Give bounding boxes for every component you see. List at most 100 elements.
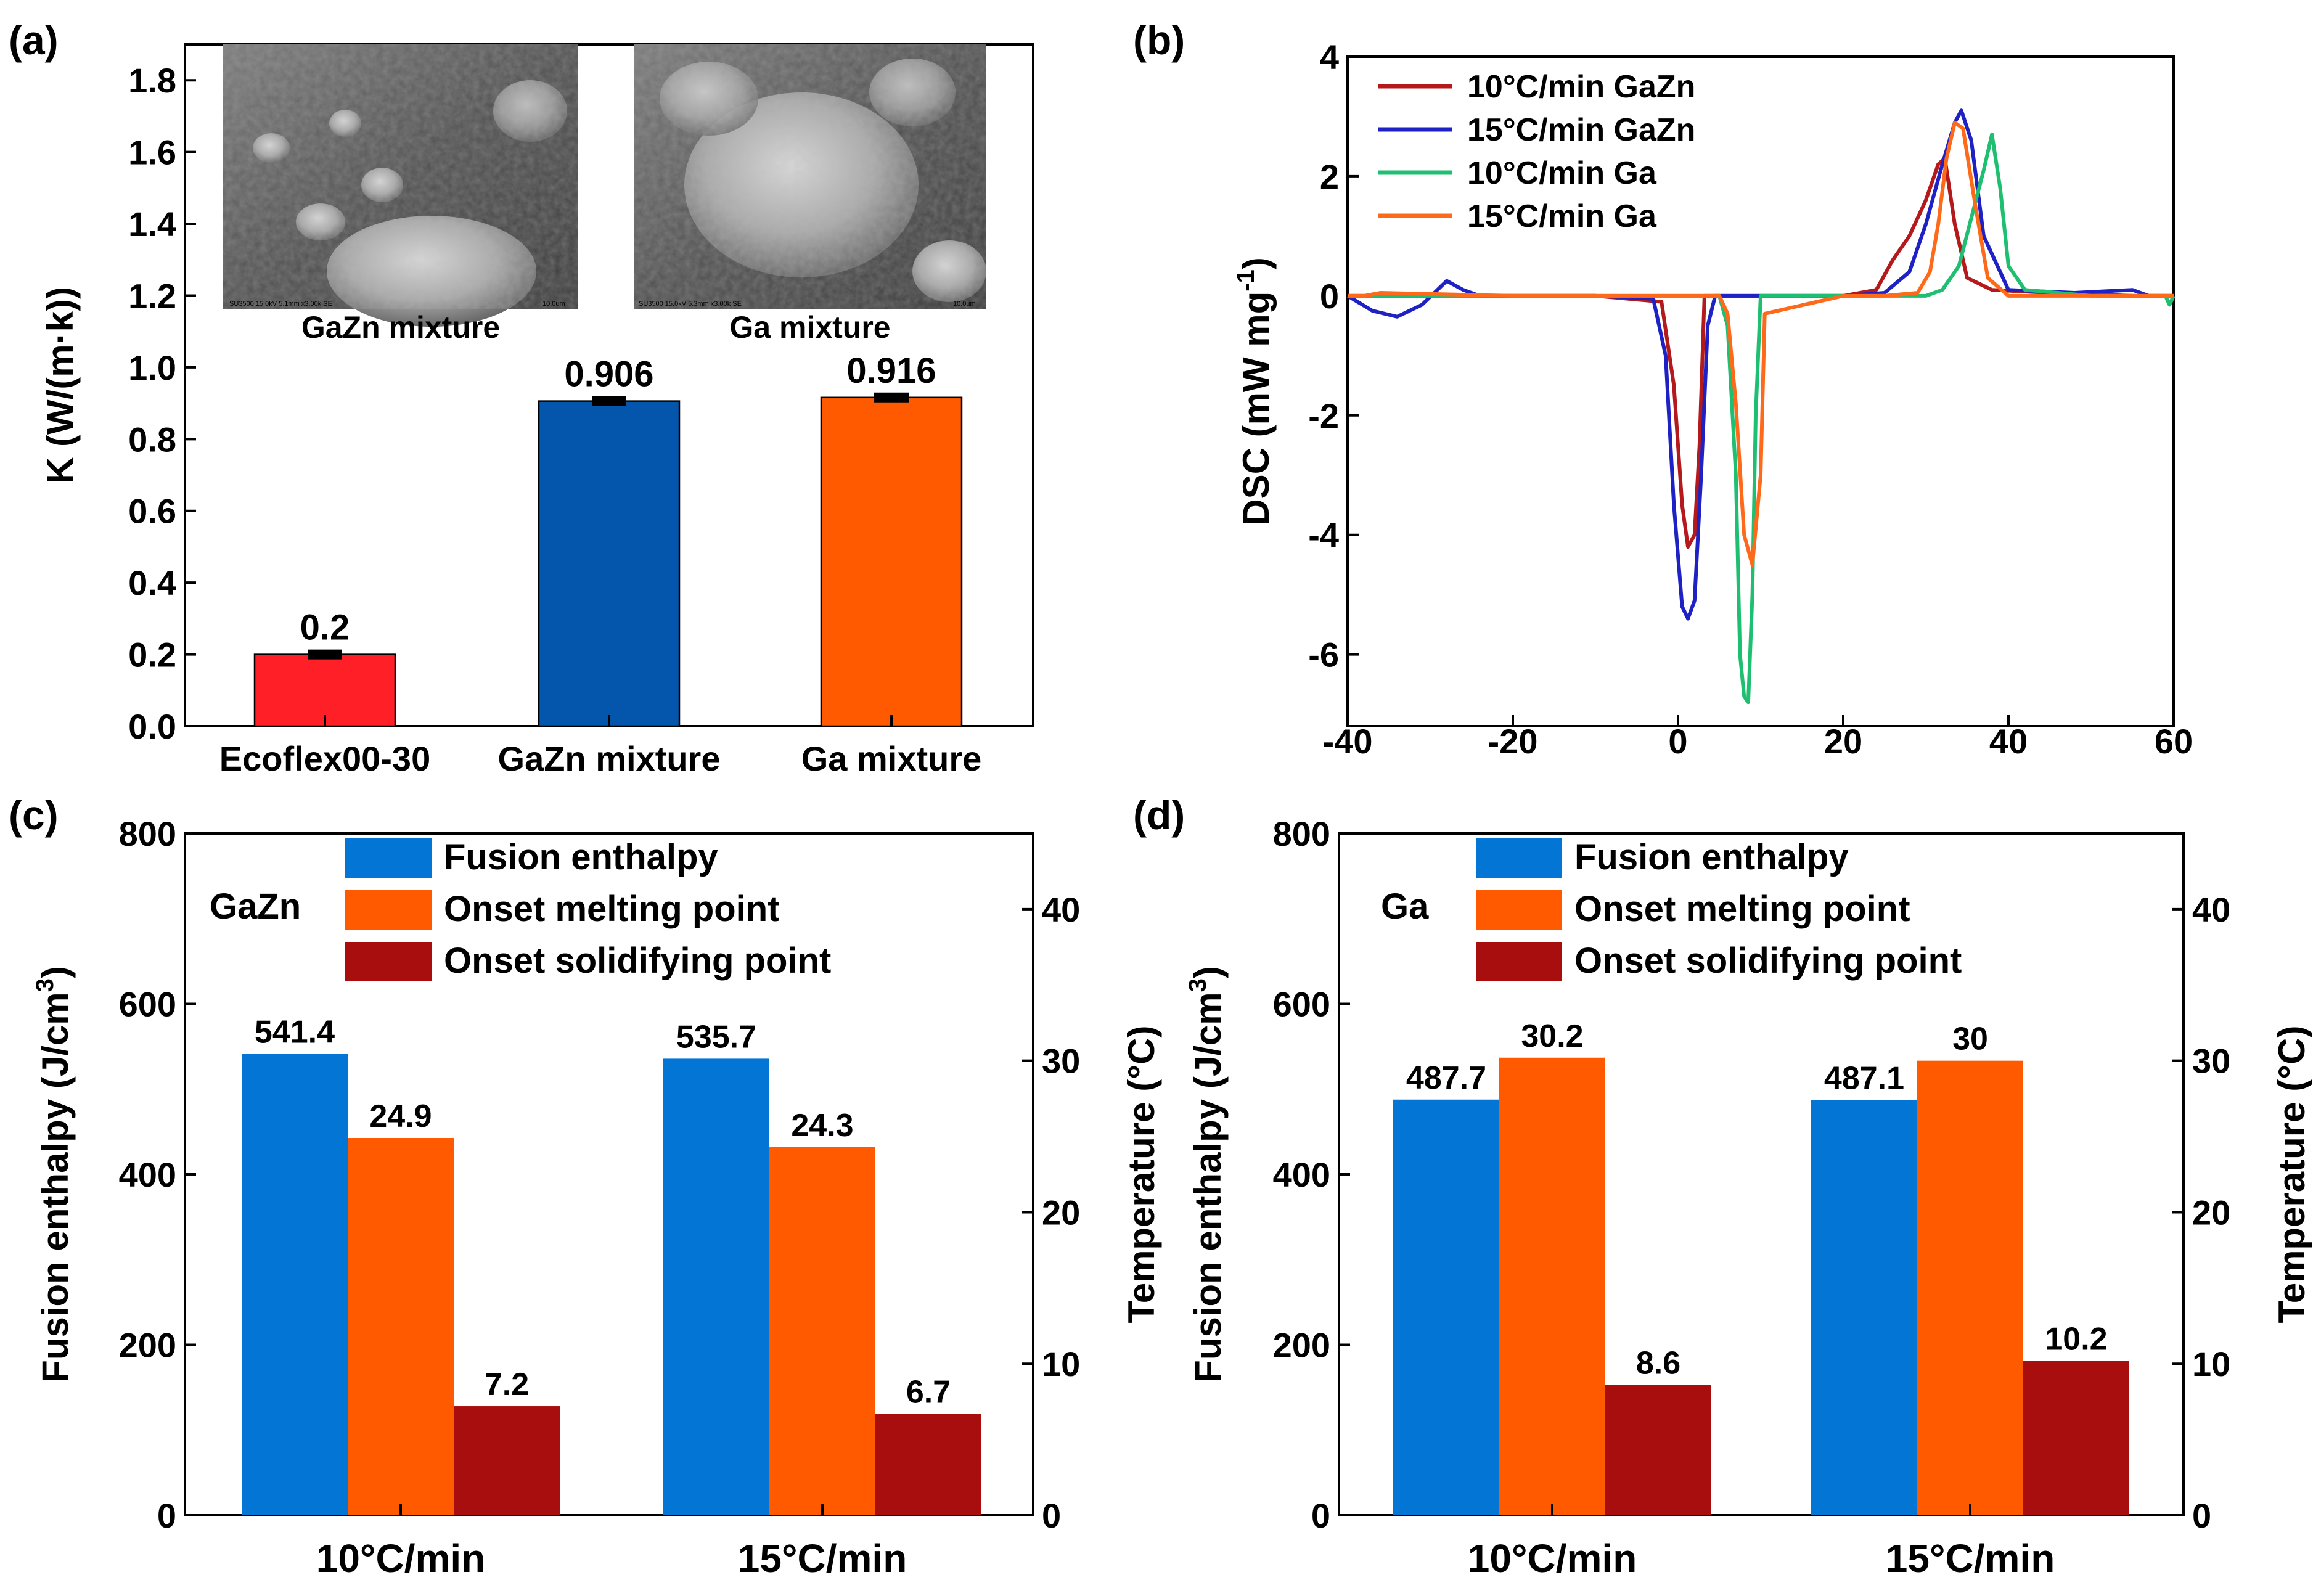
bar [2023, 1361, 2129, 1515]
y-tick-label: 1.4 [128, 205, 176, 243]
panel-d-bars: 487.7 30.2 8.6 487.1 30 10.2 [1393, 1018, 2129, 1515]
y-tick-label: 0.0 [128, 707, 176, 746]
legend-label: Fusion enthalpy [444, 837, 718, 877]
legend-label: Onset melting point [1574, 889, 1910, 929]
y-tick-label: 4 [1320, 38, 1339, 76]
panel-b-x-ticks: -40 -20 0 20 40 60 [1323, 715, 2193, 761]
panel-d-left-ticks: 0 200 400 600 800 [1273, 814, 1350, 1535]
panel-d: (d) 0 200 400 600 800 0 10 20 30 40 Fusion entha… [1133, 792, 2312, 1581]
y-title-end: ) [1235, 257, 1277, 269]
y-title-sup: -1 [1232, 269, 1259, 292]
bar [1811, 1100, 1917, 1515]
y-tick-label: 10 [1042, 1344, 1080, 1383]
x-tick-label: 60 [2155, 722, 2193, 761]
category-label: Ecoflex00-30 [219, 739, 430, 778]
legend-label: Onset melting point [444, 889, 780, 929]
x-tick-label: 20 [1824, 722, 1862, 761]
panel-a-y-axis-title: K (W/(m·k)) [39, 287, 81, 484]
left-title-end: ) [1187, 966, 1229, 978]
legend-swatch [345, 942, 432, 981]
sem-inset-ga: SU3500 15.0kV 5.3mm x3.00k SE 10.0um Ga … [634, 44, 986, 345]
inset-caption-ga: Ga mixture [729, 310, 890, 345]
data-label: 487.1 [1824, 1061, 1904, 1097]
panel-c-annotation: GaZn [210, 886, 301, 927]
panel-b-y-ticks: -6 -4 -2 0 2 4 [1308, 38, 1359, 674]
data-label: 487.7 [1406, 1060, 1486, 1096]
data-label: 541.4 [255, 1015, 335, 1050]
bar [242, 1054, 348, 1515]
panel-c-left-ticks: 0 200 400 600 800 [119, 814, 196, 1535]
data-label: 0.916 [846, 351, 936, 391]
data-label: 0.2 [300, 608, 350, 648]
y-tick-label: 30 [1042, 1042, 1080, 1081]
bar [253, 653, 396, 727]
x-tick-label: -20 [1488, 722, 1538, 761]
y-tick-label: 1.6 [128, 133, 176, 172]
bar [1499, 1057, 1605, 1515]
category-label: 15°C/min [738, 1536, 907, 1581]
left-title-end: ) [35, 966, 76, 978]
x-tick-label: 0 [1668, 722, 1687, 761]
data-label: 30 [1952, 1021, 1988, 1057]
panel-c-legend: Fusion enthalpy Onset melting point Onset … [345, 837, 831, 981]
data-label: 24.3 [791, 1108, 853, 1144]
y-tick-label: 0 [1320, 277, 1339, 316]
sem-inset-gazn: SU3500 15.0kV 5.1mm x3.00k SE 10.0um GaZ… [223, 44, 578, 345]
y-tick-label: 200 [1273, 1326, 1330, 1365]
legend-label: Onset solidifying point [444, 941, 831, 981]
panel-c-bars: 541.4 24.9 7.2 535.7 24.3 6.7 [242, 1015, 981, 1515]
y-tick-label: 2 [1320, 157, 1339, 196]
panel-b-frame [1346, 55, 2175, 727]
bar [769, 1147, 875, 1515]
sem-scale-text: 10.0um [953, 300, 976, 308]
bar [663, 1058, 769, 1515]
y-tick-label: 400 [119, 1155, 176, 1194]
y-tick-label: 800 [119, 814, 176, 853]
data-label: 6.7 [906, 1374, 951, 1410]
bar [348, 1138, 454, 1515]
inset-caption-gazn: GaZn mixture [301, 310, 500, 345]
series-line [1346, 108, 2174, 621]
panel-d-label: (d) [1133, 792, 1185, 838]
legend-label: Fusion enthalpy [1574, 837, 1849, 877]
category-label: 10°C/min [1468, 1536, 1637, 1581]
data-label: 0.906 [564, 354, 653, 395]
legend-swatch [345, 838, 432, 878]
data-label: 10.2 [2045, 1321, 2107, 1357]
data-label: 8.6 [1636, 1346, 1680, 1381]
legend-label: 15°C/min Ga [1467, 198, 1657, 234]
panel-c-right-ticks: 0 10 20 30 40 [1022, 890, 1080, 1535]
series-line [1348, 120, 2174, 567]
y-tick-label: 200 [119, 1326, 176, 1365]
panel-d-left-axis-title: Fusion enthalpy (J/cm3) [1184, 966, 1229, 1383]
sem-meta-text: SU3500 15.0kV 5.3mm x3.00k SE [639, 300, 742, 308]
y-tick-label: 0.6 [128, 492, 176, 531]
y-tick-label: 40 [1042, 890, 1080, 929]
panel-c-label: (c) [9, 792, 59, 838]
bar [454, 1406, 560, 1515]
panel-a-label: (a) [9, 17, 59, 63]
left-title-sup: 3 [1184, 978, 1211, 992]
panel-c-categories: 10°C/min 15°C/min [316, 1504, 907, 1581]
y-tick-label: 40 [2192, 890, 2230, 929]
y-tick-label: -2 [1308, 396, 1339, 435]
y-tick-label: -4 [1308, 516, 1339, 555]
bar [538, 400, 681, 727]
legend-swatch [1476, 838, 1562, 878]
bar [1393, 1099, 1499, 1515]
panel-c-left-axis-title: Fusion enthalpy (J/cm3) [31, 966, 76, 1383]
y-tick-label: 1.8 [128, 61, 176, 100]
y-tick-label: 1.2 [128, 276, 176, 315]
y-tick-label: 20 [1042, 1193, 1080, 1232]
panel-a-bars: 0.2 0.906 0.916 [253, 351, 963, 727]
legend-label: 15°C/min GaZn [1467, 112, 1695, 148]
y-tick-label: 400 [1273, 1155, 1330, 1194]
left-title-main: Fusion enthalpy (J/cm [1187, 992, 1229, 1382]
panel-a: (a) 0.0 0.2 0.4 0.6 0.8 1.0 1.2 1.4 1.6 1.8 K (W/… [9, 17, 1034, 778]
panel-d-annotation: Ga [1381, 886, 1429, 927]
y-tick-label: 0.4 [128, 563, 176, 602]
legend-swatch [345, 890, 432, 930]
x-tick-label: -40 [1323, 722, 1373, 761]
